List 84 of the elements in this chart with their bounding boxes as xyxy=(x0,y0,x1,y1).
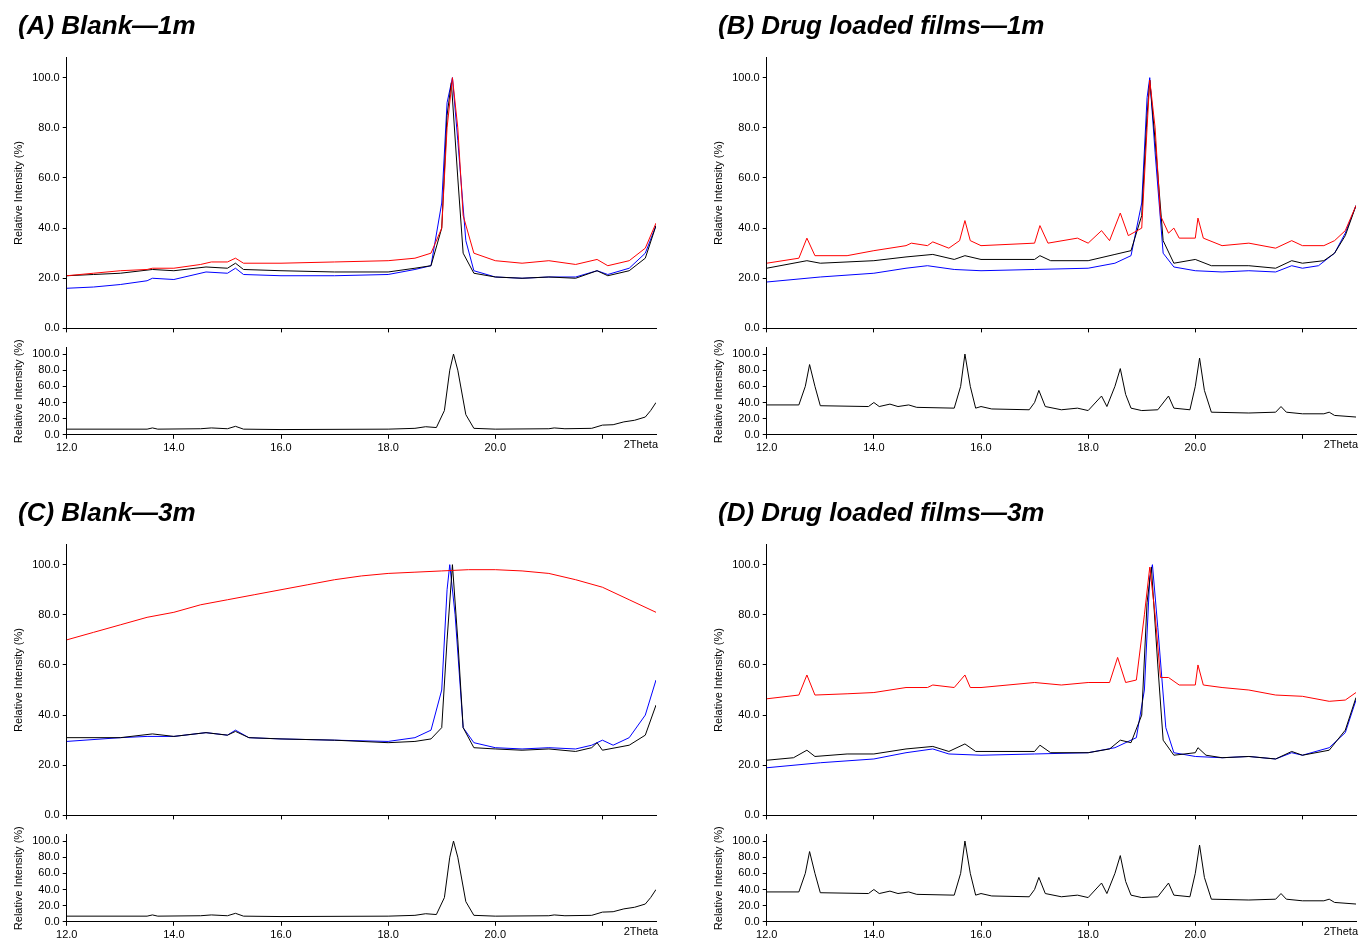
chart-title: (C) Blank—3m xyxy=(17,496,197,529)
y-tick-label: 20.0 xyxy=(38,411,60,424)
y-tick-label: 80.0 xyxy=(38,363,60,376)
y-tick-label: 0.0 xyxy=(744,914,760,927)
y-axis-title: Relative Intensity (%) xyxy=(11,628,24,732)
x-tick-label: 18.0 xyxy=(1077,441,1099,454)
y-tick-label: 40.0 xyxy=(38,395,60,408)
y-tick-label: 80.0 xyxy=(738,850,760,863)
y-tick-label: 40.0 xyxy=(738,395,760,408)
y-tick-label: 20.0 xyxy=(738,271,760,284)
y-tick-label: 20.0 xyxy=(38,271,60,284)
x-tick-label: 14.0 xyxy=(163,441,185,454)
x-tick-label: 14.0 xyxy=(163,928,185,939)
y-tick-label: 40.0 xyxy=(738,221,760,234)
y-tick-label: 80.0 xyxy=(738,363,760,376)
y-tick-label: 100.0 xyxy=(32,557,60,570)
y-tick-label: 100.0 xyxy=(732,347,760,360)
y-tick-label: 20.0 xyxy=(738,411,760,424)
x-tick-label: 18.0 xyxy=(1077,928,1099,939)
y-tick-label: 80.0 xyxy=(38,607,60,620)
x-tick-label: 12.0 xyxy=(756,441,778,454)
x-axis-title: 2Theta xyxy=(1323,925,1359,938)
x-tick-label: 16.0 xyxy=(270,928,292,939)
y-tick-label: 20.0 xyxy=(738,758,760,771)
y-tick-label: 60.0 xyxy=(738,657,760,670)
x-axis-title: 2Theta xyxy=(1323,438,1359,451)
y-tick-label: 100.0 xyxy=(32,347,60,360)
y-tick-label: 20.0 xyxy=(38,898,60,911)
chart-title: (B) Drug loaded films—1m xyxy=(717,9,1046,42)
y-tick-label: 100.0 xyxy=(732,834,760,847)
y-tick-label: 60.0 xyxy=(38,170,60,183)
y-tick-label: 40.0 xyxy=(738,882,760,895)
y-axis-title: Relative Intensity (%) xyxy=(711,628,724,732)
y-tick-label: 100.0 xyxy=(732,70,760,83)
y-tick-label: 60.0 xyxy=(38,866,60,879)
y-tick-label: 0.0 xyxy=(744,427,760,440)
y-tick-label: 80.0 xyxy=(38,120,60,133)
y-tick-label: 60.0 xyxy=(38,379,60,392)
y-tick-label: 0.0 xyxy=(744,808,760,821)
y-tick-label: 40.0 xyxy=(38,882,60,895)
y-tick-label: 20.0 xyxy=(38,758,60,771)
x-tick-label: 14.0 xyxy=(863,441,885,454)
y-tick-label: 100.0 xyxy=(32,834,60,847)
y-axis-title: Relative Intensity (%) xyxy=(711,141,724,245)
y-axis-title: Relative Intensity (%) xyxy=(11,826,24,931)
x-tick-label: 20.0 xyxy=(1184,928,1206,939)
y-tick-label: 0.0 xyxy=(44,321,60,334)
y-tick-label: 0.0 xyxy=(44,914,60,927)
x-tick-label: 12.0 xyxy=(56,928,78,939)
x-tick-label: 20.0 xyxy=(1184,441,1206,454)
y-tick-label: 100.0 xyxy=(732,557,760,570)
y-tick-label: 100.0 xyxy=(32,70,60,83)
y-tick-label: 40.0 xyxy=(38,221,60,234)
y-tick-label: 60.0 xyxy=(738,866,760,879)
y-tick-label: 60.0 xyxy=(38,657,60,670)
y-axis-title: Relative Intensity (%) xyxy=(711,826,724,931)
y-tick-label: 40.0 xyxy=(738,708,760,721)
y-tick-label: 0.0 xyxy=(44,427,60,440)
x-tick-label: 16.0 xyxy=(270,441,292,454)
x-tick-label: 16.0 xyxy=(970,441,992,454)
y-tick-label: 80.0 xyxy=(738,607,760,620)
y-tick-label: 60.0 xyxy=(738,379,760,392)
chart-title: (A) Blank—1m xyxy=(17,9,197,42)
x-axis-title: 2Theta xyxy=(623,438,659,451)
y-tick-label: 60.0 xyxy=(738,170,760,183)
x-tick-label: 14.0 xyxy=(863,928,885,939)
y-tick-label: 80.0 xyxy=(738,120,760,133)
x-tick-label: 16.0 xyxy=(970,928,992,939)
y-tick-label: 0.0 xyxy=(44,808,60,821)
chart-title: (D) Drug loaded films—3m xyxy=(717,496,1046,529)
y-tick-label: 40.0 xyxy=(38,708,60,721)
x-tick-label: 12.0 xyxy=(56,441,78,454)
y-tick-label: 0.0 xyxy=(744,321,760,334)
y-axis-title: Relative Intensity (%) xyxy=(11,339,24,444)
x-tick-label: 18.0 xyxy=(377,928,399,939)
x-tick-label: 20.0 xyxy=(484,928,506,939)
x-tick-label: 20.0 xyxy=(484,441,506,454)
y-tick-label: 80.0 xyxy=(38,850,60,863)
x-tick-label: 18.0 xyxy=(377,441,399,454)
x-tick-label: 12.0 xyxy=(756,928,778,939)
y-tick-label: 20.0 xyxy=(738,898,760,911)
y-axis-title: Relative Intensity (%) xyxy=(711,339,724,444)
y-axis-title: Relative Intensity (%) xyxy=(11,141,24,245)
x-axis-title: 2Theta xyxy=(623,925,659,938)
